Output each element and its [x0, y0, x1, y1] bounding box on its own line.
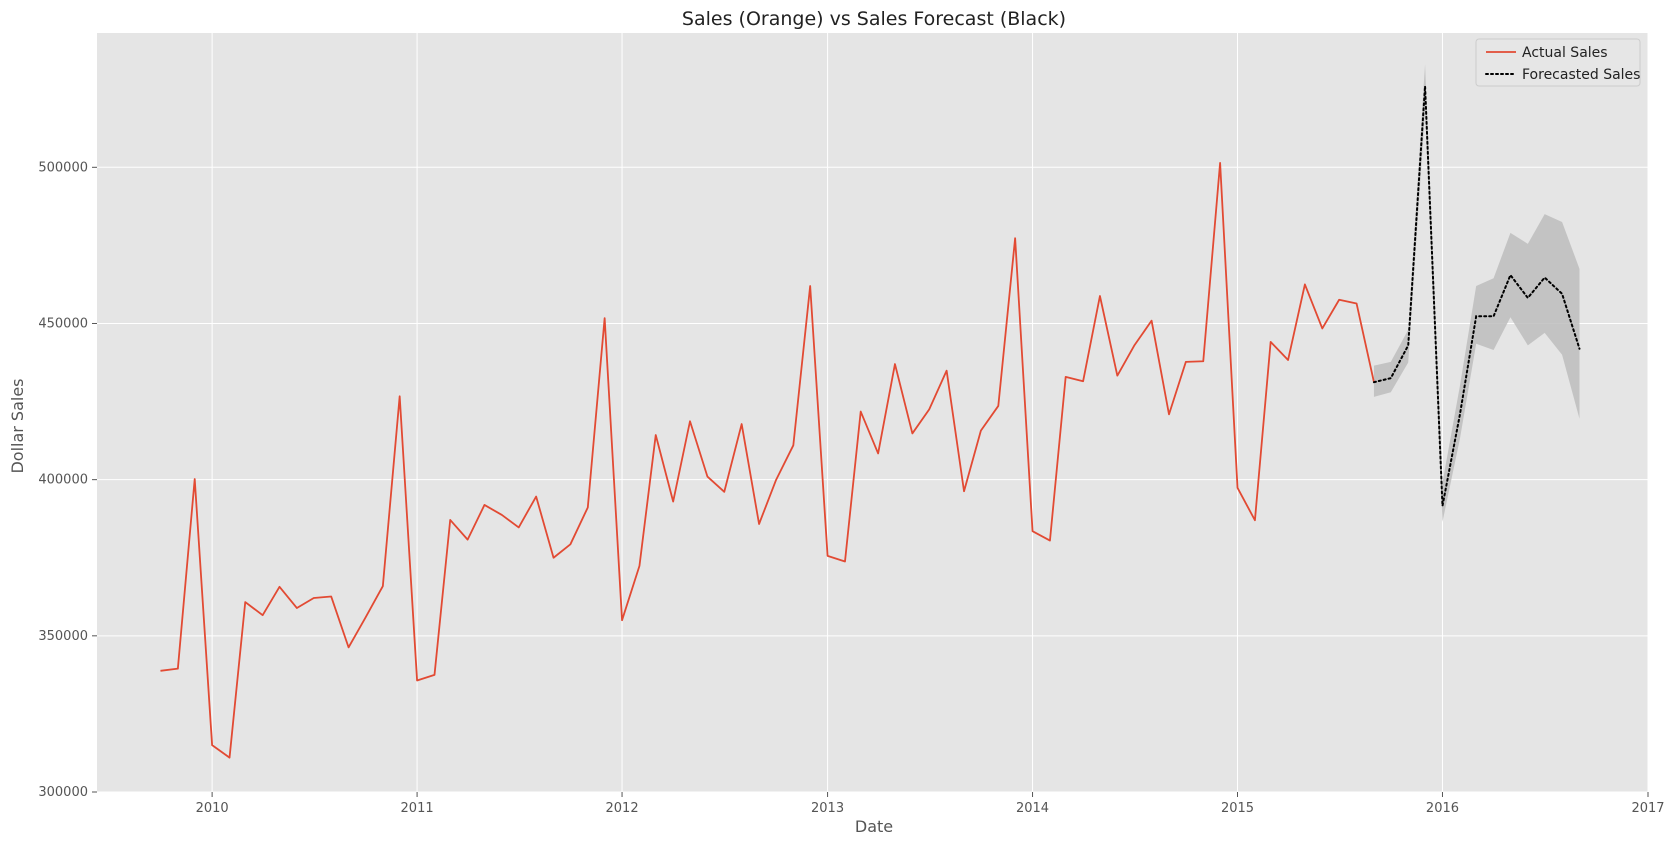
y-axis: 300000 350000 400000 450000 500000 [38, 160, 97, 800]
x-tick-label: 2011 [401, 801, 434, 816]
y-axis-title: Dollar Sales [8, 378, 27, 473]
y-tick-label: 450000 [38, 316, 88, 331]
y-tick-label: 300000 [38, 785, 88, 800]
x-tick-label: 2013 [811, 801, 844, 816]
x-axis: 2010 2011 2012 2013 2014 2015 2016 2017 [196, 792, 1665, 816]
forecasted-sales-line [1372, 86, 1581, 507]
grid-lines [97, 33, 1649, 793]
y-tick-label: 350000 [38, 629, 88, 644]
plot-area [97, 33, 1648, 792]
y-tick-label: 400000 [38, 473, 88, 488]
forecast-confidence-band [1373, 64, 1580, 522]
legend-label-actual-sales: Actual Sales [1522, 45, 1608, 61]
x-tick-label: 2014 [1016, 801, 1049, 816]
legend-box [1475, 38, 1641, 87]
x-tick-label: 2017 [1631, 801, 1664, 816]
legend: Actual Sales Forecasted Sales [1475, 38, 1641, 87]
confidence-band-group [1373, 64, 1580, 522]
x-tick-label: 2016 [1426, 801, 1459, 816]
chart-title: Sales (Orange) vs Sales Forecast (Black) [682, 8, 1066, 30]
x-tick-label: 2012 [606, 801, 639, 816]
y-tick-label: 500000 [38, 160, 88, 175]
actual-sales-line [160, 162, 1375, 759]
x-axis-title: Date [855, 817, 893, 836]
x-tick-label: 2010 [196, 801, 229, 816]
x-tick-label: 2015 [1221, 801, 1254, 816]
legend-label-forecasted-sales: Forecasted Sales [1522, 67, 1640, 83]
series-lines [160, 86, 1581, 759]
